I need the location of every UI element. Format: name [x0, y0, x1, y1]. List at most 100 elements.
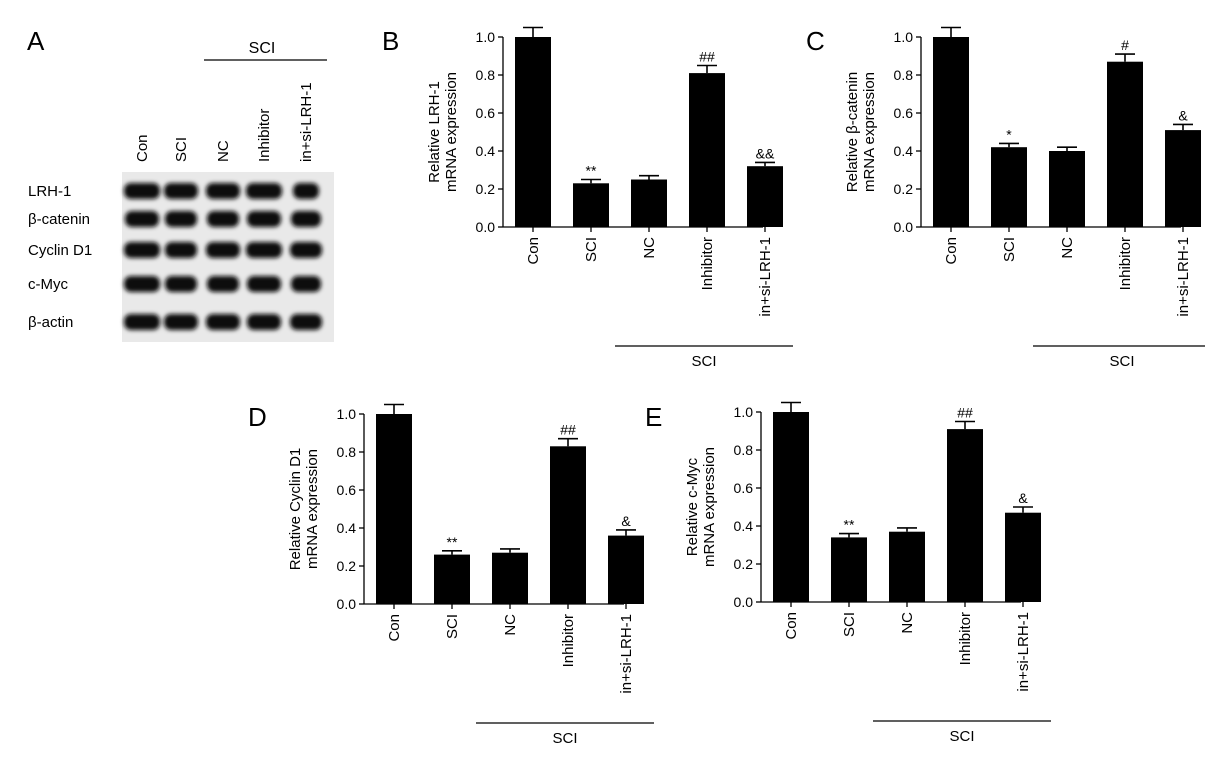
bar-nc: [631, 179, 667, 227]
group-label-sci: SCI: [691, 353, 716, 370]
significance-mark-sci: **: [447, 534, 458, 550]
x-tick-label-nc: NC: [899, 612, 916, 634]
blot-band-beta-catenin-sci: [165, 211, 197, 227]
bar-sci: [831, 537, 867, 602]
y-tick-label: 0.8: [734, 442, 754, 458]
x-tick-label-sci: SCI: [1001, 237, 1018, 262]
y-axis-label: mRNA expression: [304, 449, 321, 569]
y-tick-label: 0.4: [734, 518, 754, 534]
y-tick-label: 0.4: [894, 143, 914, 159]
significance-mark-inhibitor: ##: [957, 405, 973, 421]
blot-band-cyclin-d1-con: [124, 242, 160, 258]
blot-band-beta-actin-sci: [164, 314, 198, 330]
significance-mark-in-si-lrh-1: &: [621, 513, 631, 529]
bar-sci: [991, 147, 1027, 227]
blot-lane-label-inhibitor: Inhibitor: [256, 109, 273, 162]
panel-label-a: A: [27, 26, 45, 56]
blot-band-c-myc-in-si-lrh-1: [291, 276, 321, 292]
y-tick-label: 0.2: [734, 556, 754, 572]
y-tick-label: 0.4: [476, 143, 496, 159]
chart-c-myc-mrna: 0.0 0.2 0.4 0.6 0.8 1.0 Relative c-Myc mRNA exp…: [684, 401, 1051, 745]
group-label-sci: SCI: [949, 728, 974, 745]
x-tick-label-in-si-lrh-1: in+si-LRH-1: [1175, 237, 1192, 317]
x-tick-label-inhibitor: Inhibitor: [560, 614, 577, 667]
y-tick-label: 0.6: [337, 482, 357, 498]
blot-band-c-myc-inhibitor: [247, 276, 281, 292]
panel-label-c: C: [806, 26, 825, 56]
bar-inhibitor: [550, 446, 586, 604]
western-blot-panel: SCI Con SCI NC Inhibitor in+si-LRH-1 LRH-1 β-…: [28, 40, 334, 342]
blot-band-beta-catenin-in-si-lrh-1: [291, 211, 321, 227]
bar-con: [933, 37, 969, 227]
y-tick-label: 0.8: [476, 67, 496, 83]
x-tick-label-in-si-lrh-1: in+si-LRH-1: [618, 614, 635, 694]
blot-band-beta-actin-in-si-lrh-1: [290, 314, 322, 330]
bar-inhibitor: [689, 73, 725, 227]
y-tick-label: 1.0: [476, 29, 496, 45]
blot-band-beta-catenin-nc: [207, 211, 239, 227]
y-tick-label: 0.6: [734, 480, 754, 496]
x-tick-label-con: Con: [943, 237, 960, 265]
y-tick-label: 1.0: [734, 404, 754, 420]
x-tick-label-sci: SCI: [444, 614, 461, 639]
x-tick-label-in-si-lrh-1: in+si-LRH-1: [757, 237, 774, 317]
blot-band-c-myc-nc: [207, 276, 239, 292]
x-tick-label-in-si-lrh-1: in+si-LRH-1: [1015, 612, 1032, 692]
x-tick-label-con: Con: [783, 612, 800, 640]
y-tick-label: 0.0: [734, 594, 754, 610]
y-tick-label: 0.4: [337, 520, 357, 536]
y-axis-label: Relative c-Myc: [684, 457, 701, 556]
bar-inhibitor: [947, 429, 983, 602]
y-tick-label: 0.6: [476, 105, 496, 121]
group-label-sci: SCI: [1109, 353, 1134, 370]
x-tick-label-inhibitor: Inhibitor: [957, 612, 974, 665]
y-axis-label: mRNA expression: [443, 72, 460, 192]
panel-label-b: B: [382, 26, 400, 56]
bar-in-si-lrh-1: [1005, 512, 1041, 602]
bar-con: [515, 37, 551, 227]
chart-lrh1-mrna: 0.0 0.2 0.4 0.6 0.8 1.0 Relative LRH-1 mRNA exp…: [426, 26, 793, 370]
blot-band-beta-catenin-inhibitor: [247, 211, 281, 227]
bar-con: [773, 412, 809, 602]
bar-nc: [889, 531, 925, 602]
bar-inhibitor: [1107, 61, 1143, 228]
y-tick-label: 0.8: [337, 444, 357, 460]
bar-in-si-lrh-1: [608, 535, 644, 604]
blot-protein-label-beta-catenin: β-catenin: [28, 211, 90, 228]
y-axis-label: mRNA expression: [701, 447, 718, 567]
blot-lane-label-in-si-lrh-1: in+si-LRH-1: [298, 82, 315, 162]
blot-band-beta-actin-inhibitor: [247, 314, 281, 330]
significance-mark-in-si-lrh-1: &: [1178, 107, 1188, 123]
chart-cyclin-d1-mrna: 0.0 0.2 0.4 0.6 0.8 1.0 Relative Cyclin D1 mRNA…: [287, 403, 654, 747]
group-label-sci: SCI: [552, 730, 577, 747]
blot-band-cyclin-d1-inhibitor: [246, 242, 282, 258]
y-axis-label: Relative LRH-1: [426, 81, 443, 183]
blot-band-cyclin-d1-in-si-lrh-1: [290, 242, 322, 258]
y-tick-label: 0.8: [894, 67, 914, 83]
y-tick-label: 0.6: [894, 105, 914, 121]
significance-mark-sci: *: [1006, 126, 1012, 142]
y-tick-label: 1.0: [337, 406, 357, 422]
blot-protein-label-cyclin-d1: Cyclin D1: [28, 242, 92, 259]
bar-in-si-lrh-1: [747, 166, 783, 227]
y-tick-label: 1.0: [894, 29, 914, 45]
significance-mark-inhibitor: #: [1121, 37, 1129, 53]
x-tick-label-nc: NC: [1059, 237, 1076, 259]
blot-lane-label-con: Con: [134, 134, 151, 162]
x-tick-label-nc: NC: [502, 614, 519, 636]
x-tick-label-inhibitor: Inhibitor: [1117, 237, 1134, 290]
blot-band-beta-actin-nc: [206, 314, 240, 330]
y-tick-label: 0.0: [894, 219, 914, 235]
bar-in-si-lrh-1: [1165, 130, 1201, 227]
y-axis-label: Relative β-catenin: [844, 72, 861, 192]
x-tick-label-nc: NC: [641, 237, 658, 259]
bar-nc: [1049, 151, 1085, 227]
blot-band-lrh-1-sci: [164, 183, 198, 199]
blot-band-beta-actin-con: [124, 314, 160, 330]
x-tick-label-con: Con: [386, 614, 403, 642]
panel-label-e: E: [645, 402, 663, 432]
significance-mark-in-si-lrh-1: &: [1018, 490, 1028, 506]
blot-band-lrh-1-inhibitor: [246, 183, 282, 199]
blot-band-c-myc-sci: [165, 276, 197, 292]
blot-lane-label-nc: NC: [215, 140, 232, 162]
